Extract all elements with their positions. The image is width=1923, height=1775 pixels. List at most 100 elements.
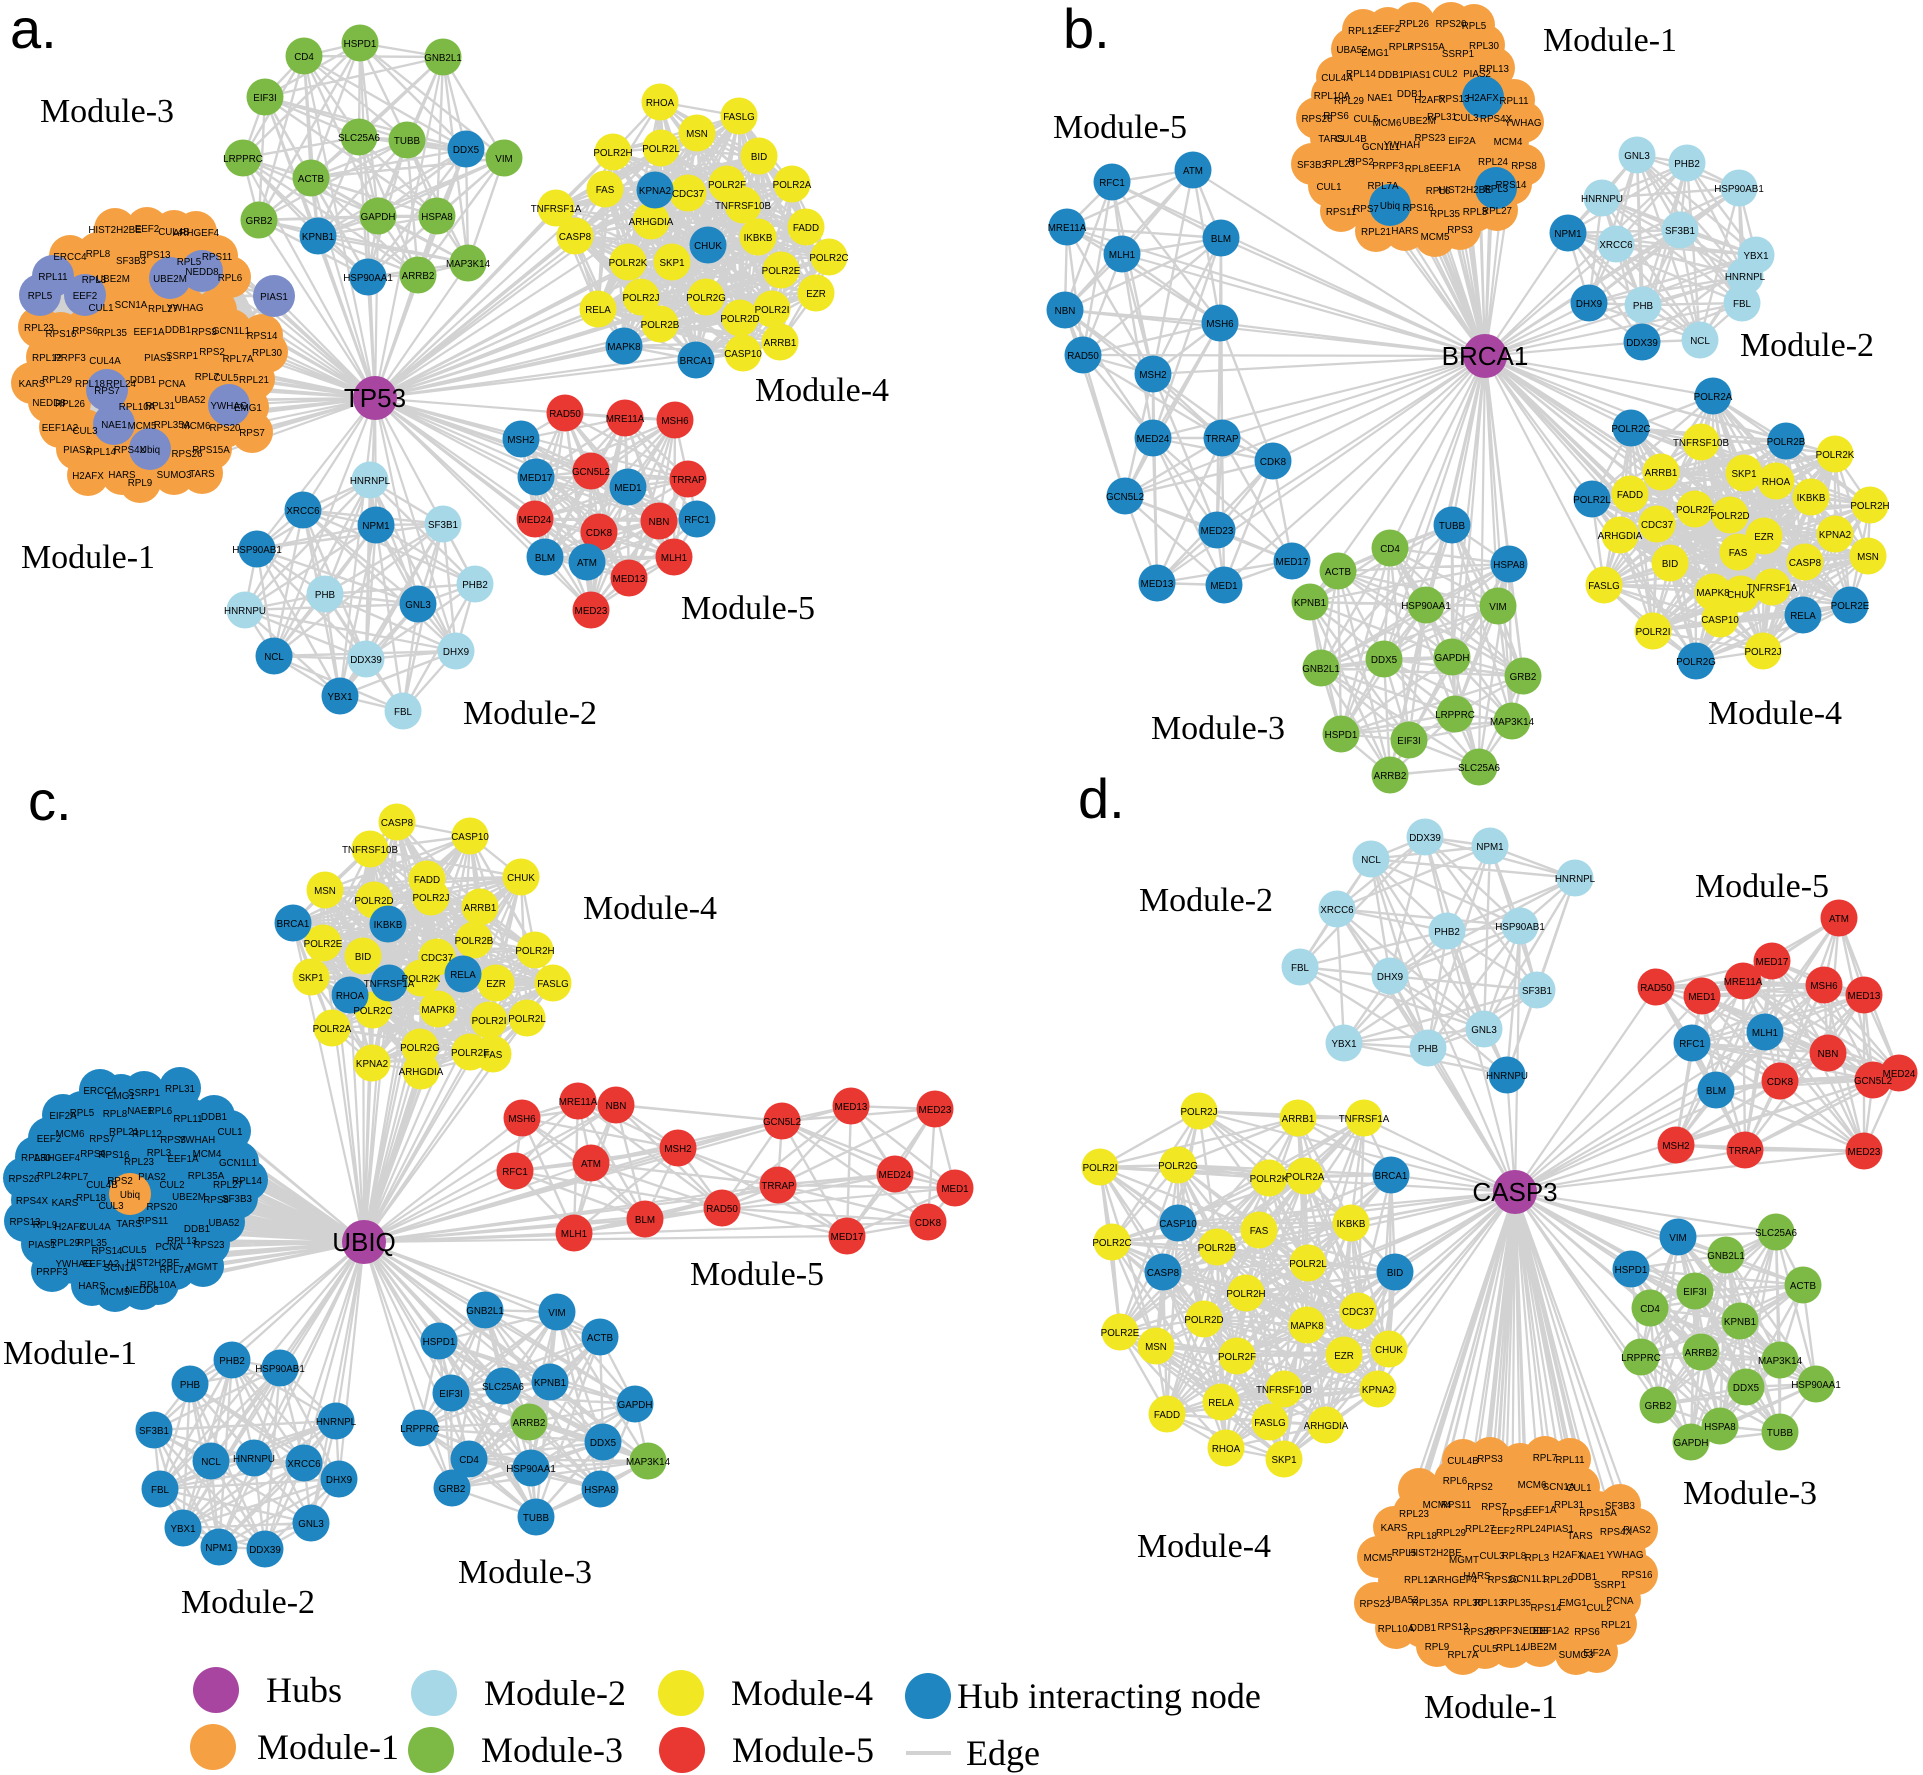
svg-text:IKBKB: IKBKB: [744, 233, 773, 244]
svg-text:HNRNPU: HNRNPU: [1581, 194, 1623, 205]
svg-text:EEF1A2: EEF1A2: [83, 1259, 120, 1270]
svg-text:RPL24: RPL24: [106, 379, 137, 390]
svg-text:YWHAG: YWHAG: [1504, 118, 1541, 129]
svg-text:SSRP1: SSRP1: [128, 1088, 160, 1099]
svg-text:EEF1A: EEF1A: [167, 1154, 199, 1165]
svg-text:RPS20: RPS20: [209, 423, 241, 434]
svg-text:RPS4X: RPS4X: [114, 445, 147, 456]
svg-text:POLR2D: POLR2D: [354, 896, 393, 907]
svg-text:POLR2L: POLR2L: [1289, 1259, 1327, 1270]
svg-text:MSN: MSN: [1857, 552, 1879, 563]
svg-text:DDX39: DDX39: [1626, 338, 1658, 349]
svg-text:MED17: MED17: [1276, 557, 1309, 568]
svg-text:RPL5: RPL5: [1462, 21, 1487, 32]
svg-text:Module-5: Module-5: [681, 590, 815, 627]
svg-text:RPS3: RPS3: [1447, 225, 1473, 236]
svg-text:TUBB: TUBB: [523, 1513, 550, 1524]
svg-text:RPL5: RPL5: [70, 1108, 95, 1119]
svg-text:RPS14: RPS14: [1495, 180, 1527, 191]
svg-text:ARRB2: ARRB2: [1685, 1348, 1718, 1359]
svg-text:RAD50: RAD50: [1640, 983, 1672, 994]
svg-text:NCL: NCL: [201, 1457, 221, 1468]
svg-text:PIAS1: PIAS1: [1546, 1524, 1574, 1535]
svg-text:RPS20: RPS20: [1435, 19, 1467, 30]
svg-text:GCN1L1: GCN1L1: [219, 1158, 257, 1169]
svg-text:SLC25A6: SLC25A6: [338, 133, 380, 144]
svg-text:RPS23: RPS23: [193, 1240, 225, 1251]
svg-text:SSRP1: SSRP1: [1442, 49, 1474, 60]
svg-text:HSP90AA1: HSP90AA1: [1401, 601, 1451, 612]
svg-text:CASP10: CASP10: [1159, 1219, 1197, 1230]
svg-text:NPM1: NPM1: [362, 521, 389, 532]
svg-text:RPS6: RPS6: [80, 1149, 106, 1160]
svg-text:RPL21: RPL21: [239, 375, 269, 386]
svg-text:RPS20: RPS20: [146, 1202, 178, 1213]
svg-text:RPS8: RPS8: [1511, 161, 1537, 172]
svg-text:RPL7A: RPL7A: [159, 1265, 191, 1276]
svg-text:PHB: PHB: [1418, 1044, 1439, 1055]
svg-text:TNFRSF10B: TNFRSF10B: [1673, 438, 1730, 449]
svg-text:RPL18: RPL18: [75, 379, 106, 390]
svg-text:GAPDH: GAPDH: [1674, 1438, 1709, 1449]
svg-text:BRCA1: BRCA1: [277, 919, 310, 930]
svg-text:RPL12: RPL12: [1348, 26, 1378, 37]
svg-text:RPS26: RPS26: [1463, 1627, 1495, 1638]
svg-text:ERCC4: ERCC4: [53, 252, 87, 263]
svg-text:RPL5: RPL5: [177, 257, 202, 268]
svg-text:RPL5: RPL5: [28, 291, 53, 302]
svg-text:BRCA1: BRCA1: [1442, 341, 1529, 371]
svg-text:Hubs: Hubs: [266, 1670, 342, 1710]
svg-text:RPS23: RPS23: [1414, 133, 1446, 144]
svg-text:RHOA: RHOA: [1212, 1444, 1241, 1455]
svg-text:YWHAG: YWHAG: [1606, 1550, 1643, 1561]
svg-text:RPL29: RPL29: [50, 1238, 80, 1249]
svg-text:PCNA: PCNA: [1606, 1596, 1634, 1607]
svg-text:NEDD8: NEDD8: [185, 267, 219, 278]
svg-text:ATM: ATM: [1829, 914, 1849, 925]
svg-text:KPNB1: KPNB1: [1294, 598, 1326, 609]
svg-text:GNL3: GNL3: [1624, 151, 1650, 162]
svg-text:RELA: RELA: [1790, 611, 1816, 622]
svg-text:MED17: MED17: [1756, 957, 1789, 968]
svg-text:CUL4A: CUL4A: [1321, 73, 1353, 84]
svg-text:HSPD1: HSPD1: [1615, 1265, 1648, 1276]
svg-text:NEDD8: NEDD8: [32, 398, 66, 409]
svg-text:Module-1: Module-1: [1424, 1689, 1558, 1726]
svg-text:RPS3: RPS3: [160, 1135, 186, 1146]
svg-text:CDK8: CDK8: [915, 1218, 942, 1229]
svg-text:GCN5L2: GCN5L2: [572, 467, 610, 478]
svg-text:Ubiq: Ubiq: [120, 1190, 140, 1201]
svg-text:CD4: CD4: [459, 1455, 479, 1466]
svg-text:RPS3: RPS3: [1477, 1454, 1503, 1465]
svg-text:FBL: FBL: [1733, 299, 1752, 310]
svg-text:PIAS1: PIAS1: [28, 1240, 56, 1251]
svg-text:Ubiq: Ubiq: [1380, 201, 1400, 212]
svg-text:CASP8: CASP8: [559, 232, 592, 243]
svg-text:DHX9: DHX9: [443, 647, 469, 658]
svg-text:Module-3: Module-3: [1683, 1475, 1817, 1512]
svg-text:ERCC4: ERCC4: [83, 1086, 117, 1097]
svg-text:POLR2B: POLR2B: [1198, 1243, 1237, 1254]
svg-text:EIF2A: EIF2A: [1583, 1648, 1611, 1659]
svg-text:HIST2H2BE: HIST2H2BE: [88, 225, 142, 236]
svg-text:RPL10A: RPL10A: [140, 1280, 177, 1291]
svg-text:CUL4A: CUL4A: [89, 356, 121, 367]
svg-text:KPNA2: KPNA2: [1819, 530, 1851, 541]
svg-text:GNL3: GNL3: [1471, 1025, 1497, 1036]
svg-text:HSP90AB1: HSP90AB1: [255, 1364, 305, 1375]
svg-text:MAP3K14: MAP3K14: [1490, 717, 1535, 728]
svg-text:Module-3: Module-3: [481, 1730, 623, 1770]
svg-text:RPL35: RPL35: [1501, 1598, 1532, 1609]
svg-text:RPL23: RPL23: [1325, 159, 1356, 170]
svg-text:RPL31: RPL31: [1554, 1500, 1584, 1511]
svg-text:YWHAG: YWHAG: [210, 401, 247, 412]
svg-text:EEF2: EEF2: [73, 291, 98, 302]
svg-text:MED1: MED1: [1688, 992, 1715, 1003]
svg-text:POLR2B: POLR2B: [1767, 437, 1806, 448]
svg-text:SUMO3: SUMO3: [157, 470, 192, 481]
svg-text:Module-2: Module-2: [484, 1673, 626, 1713]
svg-text:SF3B1: SF3B1: [1522, 986, 1552, 997]
svg-text:POLR2F: POLR2F: [708, 180, 746, 191]
svg-text:PHB2: PHB2: [219, 1356, 245, 1367]
svg-text:PIAS2: PIAS2: [138, 1172, 166, 1183]
